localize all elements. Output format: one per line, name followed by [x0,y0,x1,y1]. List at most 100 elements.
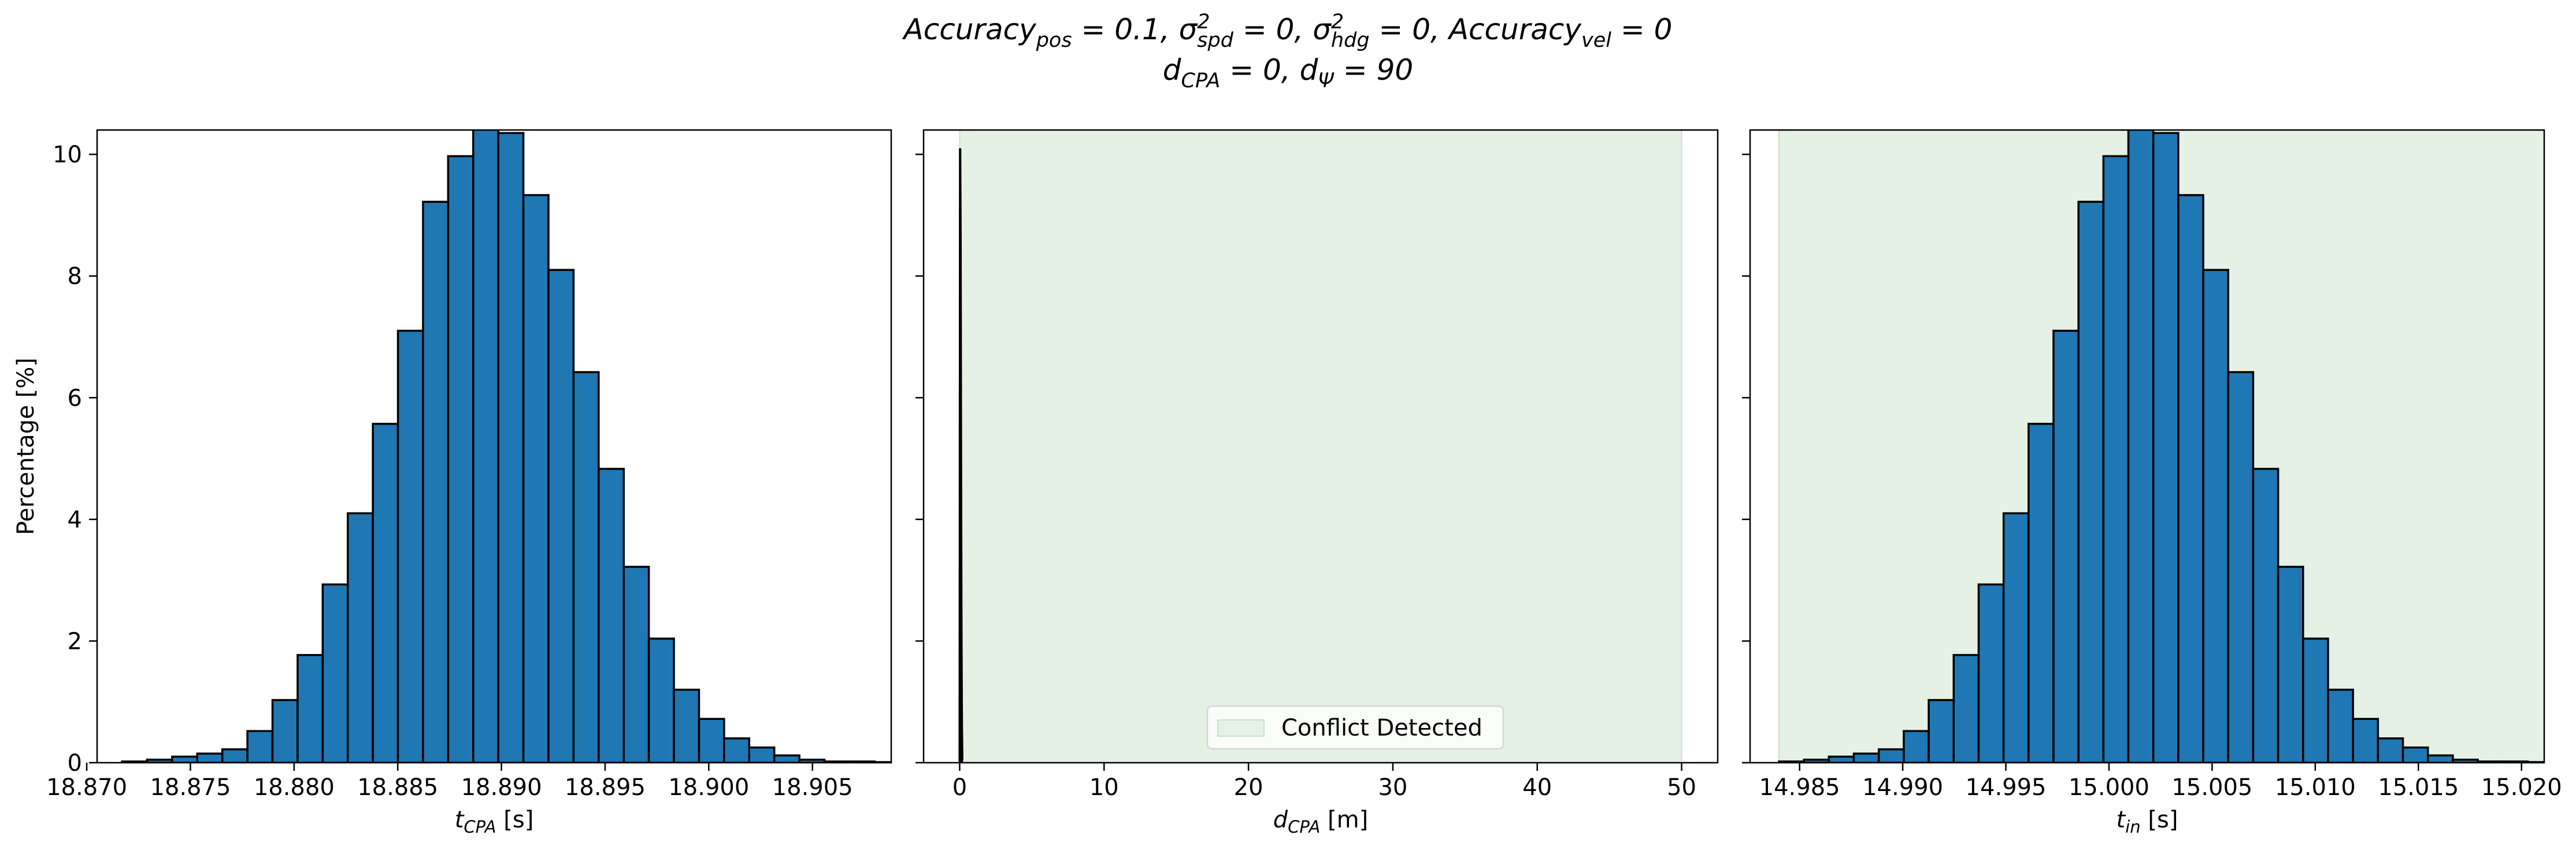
panel-3-histogram-bar [1852,752,1880,763]
panel-1-histogram-bar [396,329,424,763]
panel-3-x-tick-label: 14.990 [1862,774,1943,801]
panel-1-y-tick-label: 10 [53,142,82,168]
panel-1-histogram-bar [472,130,499,763]
panel-1-x-tick-label: 18.880 [254,774,335,801]
panel-1-histogram-bar [698,718,725,763]
chart-title-line-2: d CPA = 0, d Ψ = 90 [0,53,2576,92]
panel-2-frame [922,129,1719,764]
panel-3-x-tick-label: 14.995 [1966,774,2047,801]
panel-3-histogram-bar [2252,467,2280,763]
panel-1-histogram-bar [271,699,299,763]
panel-1-histogram-bar [773,754,800,763]
panel-1-histogram-bar [497,132,525,763]
panel-1-histogram-bar [372,422,399,763]
panel-3-histogram-bar [2302,637,2329,763]
panel-1-y-tick-label: 2 [68,628,82,655]
panel-3-plot-area [1778,130,2544,763]
panel-1-histogram-bar [547,269,575,763]
panel-1-y-tick-label: 6 [68,385,82,411]
panel-1-histogram-bar [723,737,751,763]
panel-2-x-tick-label: 30 [1378,774,1407,801]
panel-2-axes: 0 10 20 30 40 50 Conflict Detected [916,129,1719,801]
panel-1-histogram-bar [246,730,274,763]
panel-2-x-tick-label: 50 [1667,774,1696,801]
panel-3-histogram-bar [2202,269,2230,763]
panel-1-histogram-bar [447,155,475,763]
panel-1-x-tick-label: 18.890 [461,774,542,801]
panel-3-histogram-bar [1828,755,1855,763]
legend-box [1206,705,1504,750]
panel-3-x-tick-label: 14.985 [1759,774,1840,801]
panel-1-y-tick-label: 0 [68,750,82,777]
panel-1-x-tick-label: 18.885 [357,774,438,801]
panel-1-x-tick-label: 18.905 [772,774,853,801]
title-line-1-text: Accuracy pos = 0.1, σ 2 spd = 0, σ 2 hdg = 0… [903,10,1673,52]
panel-1-histogram-bar [598,467,625,763]
panel-3-x-tick-label: 15.000 [2069,774,2149,801]
panel-1-histogram-bar [196,752,224,763]
panel-3-histogram-bar [1952,654,1980,763]
panel-1-x-axis-label: tCPA [s] [455,807,534,837]
panel-3-histogram-bar [2102,155,2130,763]
panel-1-frame [96,129,892,764]
panel-3-histogram-bar [1928,699,1955,763]
panel-3-histogram-bar [2127,130,2155,763]
panel-3-x-tick-label: 15.020 [2481,774,2562,801]
panel-3-x-tick-label: 15.005 [2171,774,2252,801]
panel-3-histogram-bar [2426,754,2454,763]
panel-3-histogram-bar [2401,746,2429,763]
panel-3-x-tick-label: 15.015 [2378,774,2459,801]
panel-1-histogram-bar [748,746,776,763]
legend-swatch [1217,719,1265,737]
panel-3-histogram-bar [2377,737,2404,763]
legend-label: Conflict Detected [1281,715,1482,741]
panel-1-histogram-bar [221,748,249,763]
panel-3-histogram-bar [2352,718,2379,763]
panel-1-histogram-bar [422,200,450,763]
panel-1-y-tick-label: 4 [68,507,82,533]
panel-3-histogram-bar [2177,194,2204,763]
panel-3-histogram-bar [2227,371,2255,763]
panel-3-frame [1749,129,2545,764]
panel-3-histogram-bar [2327,688,2354,763]
panel-1-histogram-bar [673,688,700,763]
panel-1-axes: 18.870 18.875 18.880 18.885 18.890 18.895 18.9… [46,129,892,801]
panel-3-histogram-bar [2052,329,2080,763]
panel-1-x-tick-label: 18.870 [46,774,127,801]
panel-1-x-tick-label: 18.900 [668,774,749,801]
panel-3-histogram-bar [2002,512,2030,763]
panel-1-y-axis-label: Percentage [%] [13,358,39,535]
panel-1-x-tick-label: 18.895 [565,774,646,801]
panel-1-histogram-bar [321,583,349,763]
chart-title-line-1: Accuracy pos = 0.1, σ 2 spd = 0, σ 2 hdg = 0… [0,10,2576,52]
panel-2-x-tick-label: 40 [1522,774,1552,801]
panel-2-conflict-region [959,130,1682,763]
panel-1-histogram-bar [647,637,675,763]
panel-3-x-tick-label: 15.010 [2275,774,2356,801]
panel-3-histogram-bar [2277,566,2304,763]
panel-1-x-tick-label: 18.875 [150,774,231,801]
panel-1-histogram-bar [171,755,199,763]
panel-1-histogram-bar [522,194,550,763]
panel-2-x-tick-label: 10 [1089,774,1119,801]
panel-2-legend: Conflict Detected [1206,705,1504,750]
panel-2-x-axis-label: dCPA [m] [1273,807,1368,837]
panel-3-histogram-bar [2077,200,2105,763]
panel-3-histogram-bar [1903,730,1930,763]
panel-2-x-tick-label: 0 [952,774,967,801]
panel-1-histogram-bar [346,512,374,763]
panel-1-y-tick-label: 8 [68,263,82,290]
panel-1-histogram-bar [622,566,650,763]
panel-1-plot-area [121,130,891,763]
panel-1-histogram-bar [572,371,600,763]
panel-3-axes: 14.985 14.990 14.995 15.000 15.005 15.010 15.0… [1742,129,2562,801]
panel-1-histogram-bar [296,654,324,763]
panel-3-histogram-bar [1977,583,2005,763]
panel-2-plot-area [958,130,1682,763]
panel-3-histogram-bar [1877,748,1905,763]
panel-3-histogram-bar [2152,132,2180,763]
title-line-2-text: d CPA = 0, d Ψ = 90 [1162,53,1414,92]
panel-2-x-tick-label: 20 [1234,774,1263,801]
panel-3-histogram-bar [2028,422,2055,763]
